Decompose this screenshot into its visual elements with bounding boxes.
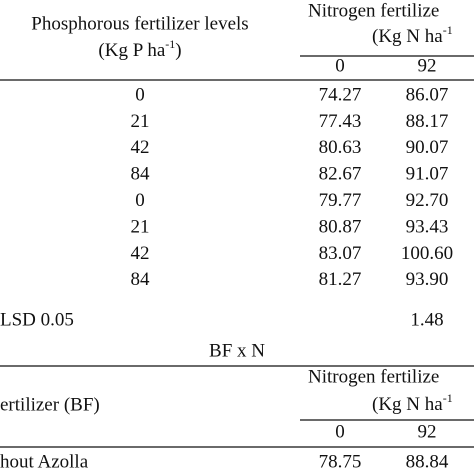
unit-text: (Kg P ha	[98, 40, 165, 61]
lsd-value: 1.48	[410, 309, 443, 330]
cell: 74.27	[319, 84, 362, 105]
unit-sup: -1	[165, 37, 175, 51]
cell: 82.67	[319, 164, 362, 185]
cell: 80.63	[319, 137, 362, 158]
cell: 100.60	[401, 243, 453, 264]
row-label: 0	[135, 190, 145, 211]
col-header: 0	[335, 55, 345, 76]
row-label: 84	[131, 269, 151, 290]
col-group-header: Nitrogen fertilize	[308, 366, 439, 387]
cell: 92.70	[406, 190, 449, 211]
row-label: hout Azolla	[0, 451, 89, 472]
unit-sup: -1	[443, 23, 453, 37]
row-label: 42	[131, 243, 150, 264]
col-header: 92	[418, 421, 437, 442]
section-title: BF x N	[209, 340, 265, 361]
cell: 79.77	[319, 190, 362, 211]
col-header: 92	[418, 55, 437, 76]
cell: 83.07	[319, 243, 362, 264]
row-label: 42	[131, 137, 150, 158]
col-unit: (Kg N ha-1	[372, 391, 453, 416]
row-label: 21	[131, 111, 150, 132]
row-label: 84	[131, 164, 151, 185]
col-header: 0	[335, 421, 345, 442]
cell: 90.07	[406, 137, 449, 158]
unit-text: (Kg N ha	[372, 394, 443, 415]
row-label: 0	[135, 84, 145, 105]
row-unit: (Kg P ha-1)	[98, 37, 181, 62]
lsd-label: LSD 0.05	[0, 309, 74, 330]
row-label: 21	[131, 216, 150, 237]
unit-sup: -1	[443, 391, 453, 405]
cell: 81.27	[319, 269, 362, 290]
cell: 77.43	[319, 111, 362, 132]
unit-text: )	[175, 40, 181, 61]
cell: 80.87	[319, 216, 362, 237]
cell: 93.43	[406, 216, 449, 237]
cell: 88.84	[406, 451, 449, 472]
table-body: hout Azolla 78.75 88.84	[0, 451, 449, 472]
cell: 78.75	[319, 451, 362, 472]
col-group-header: Nitrogen fertilize	[308, 0, 439, 21]
row-header: Phosphorous fertilizer levels	[31, 13, 248, 34]
table-body: 0 74.27 86.07 21 77.43 88.17 42 80.63 90.07 84 82.…	[131, 84, 454, 290]
cell: 86.07	[406, 84, 449, 105]
unit-text: (Kg N ha	[372, 26, 443, 47]
col-unit: (Kg N ha-1	[372, 23, 453, 48]
cell: 91.07	[406, 164, 449, 185]
cell: 93.90	[406, 269, 449, 290]
cell: 88.17	[406, 111, 449, 132]
row-header: ertilizer (BF)	[0, 394, 100, 415]
